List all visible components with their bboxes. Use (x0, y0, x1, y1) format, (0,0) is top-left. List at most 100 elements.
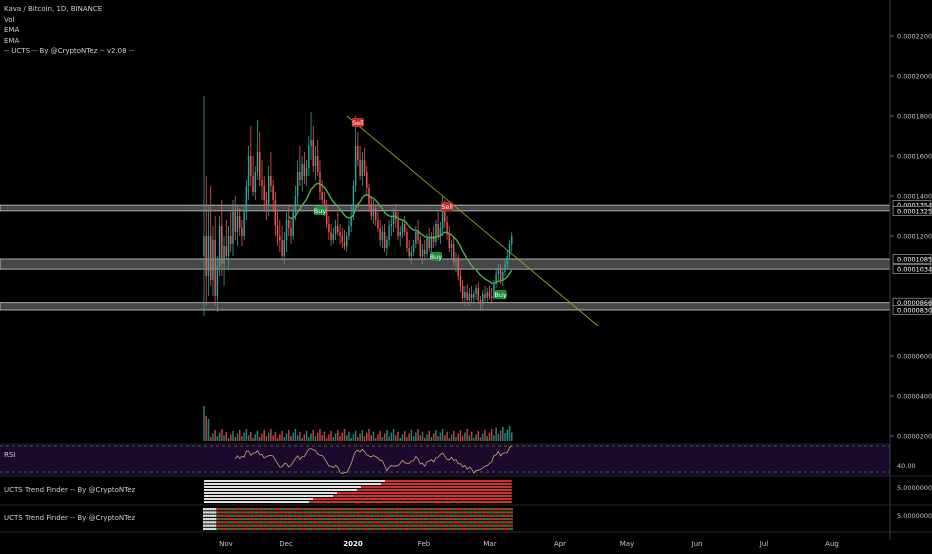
ucts-pane-2-label[interactable]: UCTS Trend Finder -- By @CryptoNTez (4, 514, 136, 522)
candle-body[interactable] (366, 172, 368, 188)
candle-body[interactable] (446, 222, 448, 234)
candle-body[interactable] (432, 236, 435, 242)
candle-body[interactable] (290, 228, 292, 236)
indicator-ema-2[interactable]: EMA (4, 36, 20, 45)
candle-body[interactable] (359, 160, 361, 176)
candle-body[interactable] (493, 284, 495, 298)
candle-body[interactable] (276, 226, 279, 236)
candle-body[interactable] (308, 146, 310, 168)
indicator-vol[interactable]: Vol (4, 15, 15, 24)
candle-body[interactable] (328, 224, 330, 232)
candle-body[interactable] (428, 238, 430, 248)
candle-body[interactable] (379, 228, 381, 240)
candle-body[interactable] (314, 156, 317, 166)
candle-body[interactable] (361, 160, 364, 176)
candle-body[interactable] (279, 236, 281, 240)
candle-body[interactable] (499, 268, 502, 280)
candle-body[interactable] (486, 292, 488, 298)
candle-body[interactable] (450, 244, 453, 248)
candle-body[interactable] (259, 152, 261, 180)
candle-body[interactable] (223, 246, 225, 264)
candle-body[interactable] (299, 172, 301, 180)
candle-body[interactable] (453, 244, 455, 262)
candle-body[interactable] (430, 236, 433, 248)
candle-body[interactable] (482, 294, 484, 304)
candle-body[interactable] (265, 200, 268, 206)
candle-body[interactable] (477, 288, 480, 300)
candle-body[interactable] (312, 140, 315, 166)
candle-body[interactable] (510, 236, 513, 244)
candle-body[interactable] (339, 232, 341, 236)
candle-body[interactable] (245, 186, 248, 212)
candle-body[interactable] (207, 236, 210, 276)
candle-body[interactable] (348, 226, 350, 236)
candle-body[interactable] (397, 220, 399, 236)
candle-body[interactable] (399, 232, 401, 236)
candle-body[interactable] (504, 264, 506, 272)
candle-body[interactable] (381, 232, 384, 240)
rsi-pane-label[interactable]: RSI (4, 451, 16, 459)
candle-body[interactable] (352, 186, 355, 216)
candle-body[interactable] (281, 240, 283, 256)
candle-body[interactable] (421, 250, 424, 256)
candle-body[interactable] (274, 200, 277, 226)
buy-signal[interactable] (313, 206, 326, 215)
candle-body[interactable] (406, 232, 408, 248)
candle-body[interactable] (238, 216, 241, 228)
candle-body[interactable] (334, 226, 337, 234)
candle-body[interactable] (464, 292, 466, 298)
candle-body[interactable] (441, 208, 444, 228)
candle-body[interactable] (325, 206, 328, 224)
candle-body[interactable] (461, 286, 464, 298)
candle-body[interactable] (343, 242, 346, 246)
candle-body[interactable] (424, 250, 426, 254)
candle-body[interactable] (497, 268, 500, 274)
candle-body[interactable] (377, 220, 379, 228)
candle-body[interactable] (305, 168, 308, 176)
candle-body[interactable] (216, 266, 219, 296)
candle-body[interactable] (470, 294, 473, 298)
candle-body[interactable] (415, 232, 417, 244)
candle-body[interactable] (372, 208, 375, 216)
candle-body[interactable] (337, 226, 339, 232)
candle-body[interactable] (287, 220, 290, 228)
sell-signal[interactable] (351, 118, 364, 127)
buy-signal[interactable] (494, 290, 507, 299)
candle-body[interactable] (285, 220, 288, 240)
candle-body[interactable] (254, 172, 257, 192)
candle-body[interactable] (490, 296, 493, 298)
candle-body[interactable] (457, 258, 459, 276)
candle-body[interactable] (357, 146, 359, 160)
candle-body[interactable] (321, 192, 323, 200)
candle-body[interactable] (426, 238, 428, 254)
candle-body[interactable] (459, 276, 462, 286)
candle-body[interactable] (390, 224, 393, 226)
indicator-ema-1[interactable]: EMA (4, 26, 20, 34)
candle-body[interactable] (475, 288, 477, 294)
buy-signal[interactable] (429, 252, 442, 261)
candle-body[interactable] (214, 240, 216, 296)
candle-body[interactable] (412, 244, 415, 252)
candle-body[interactable] (401, 224, 404, 232)
candle-body[interactable] (212, 240, 214, 280)
candle-body[interactable] (330, 232, 332, 240)
candle-body[interactable] (363, 160, 366, 172)
candle-body[interactable] (488, 292, 491, 296)
candle-body[interactable] (370, 204, 373, 216)
candle-body[interactable] (319, 172, 321, 192)
candle-body[interactable] (473, 294, 475, 298)
trendline[interactable] (346, 115, 599, 327)
candle-body[interactable] (203, 236, 205, 256)
candle-body[interactable] (410, 252, 413, 256)
candle-body[interactable] (439, 228, 442, 236)
candle-body[interactable] (374, 208, 377, 220)
candle-body[interactable] (301, 164, 303, 180)
candle-body[interactable] (392, 212, 395, 224)
candle-body[interactable] (435, 224, 437, 242)
candle-body[interactable] (263, 186, 265, 200)
candle-body[interactable] (243, 212, 245, 236)
candle-body[interactable] (241, 228, 243, 236)
candle-body[interactable] (236, 216, 239, 232)
sr-zone[interactable] (0, 258, 891, 270)
candle-body[interactable] (508, 244, 511, 256)
